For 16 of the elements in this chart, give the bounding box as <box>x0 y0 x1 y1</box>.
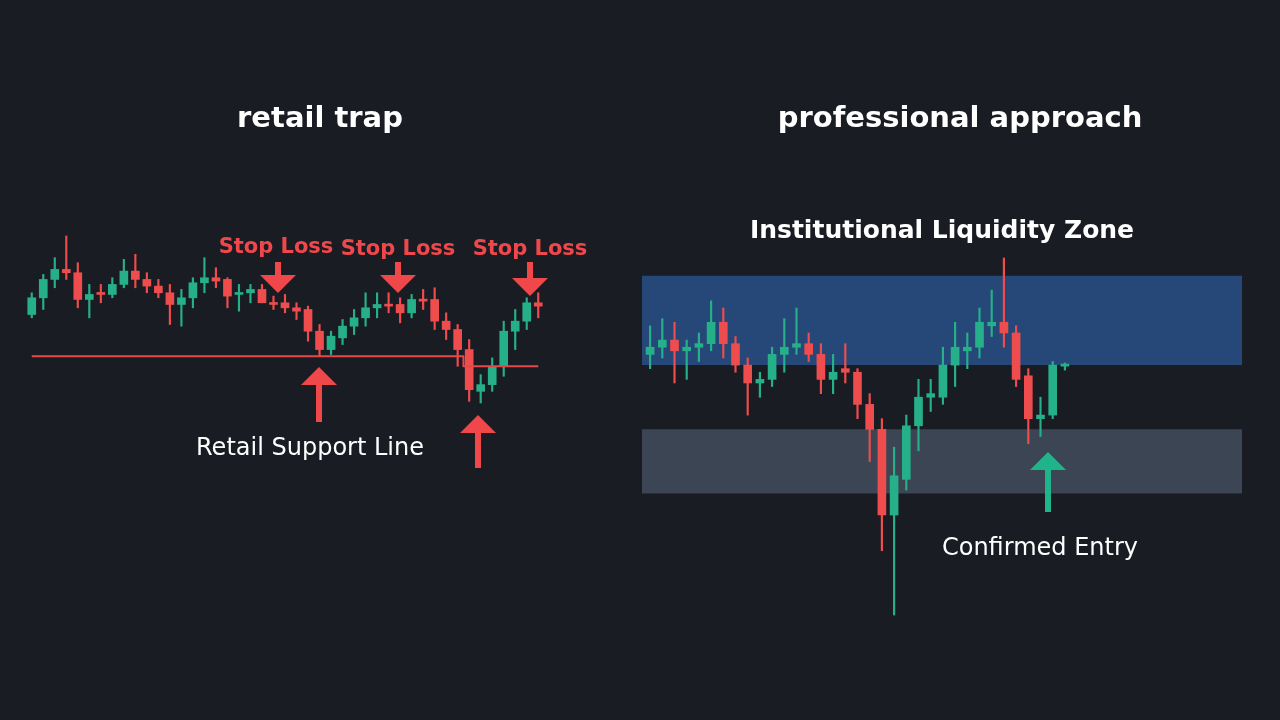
annotation: Stop Loss <box>340 236 456 260</box>
candlestick <box>361 292 370 327</box>
chart-title: professional approach <box>776 100 1144 134</box>
candlestick <box>792 307 801 355</box>
candlestick <box>269 295 278 310</box>
candlestick <box>1036 396 1045 437</box>
chart-title: retail trap <box>236 100 404 134</box>
annotation: Stop Loss <box>472 236 588 260</box>
candlestick <box>670 321 679 384</box>
band-label: Institutional Liquidity Zone <box>749 214 1135 244</box>
candlestick <box>292 302 301 320</box>
candlestick <box>246 284 255 304</box>
annotation: Confirmed Entry <box>941 533 1139 561</box>
text: Retail Support Line <box>196 433 424 461</box>
candlestick <box>200 257 209 294</box>
annotation: Stop Loss <box>218 234 334 258</box>
